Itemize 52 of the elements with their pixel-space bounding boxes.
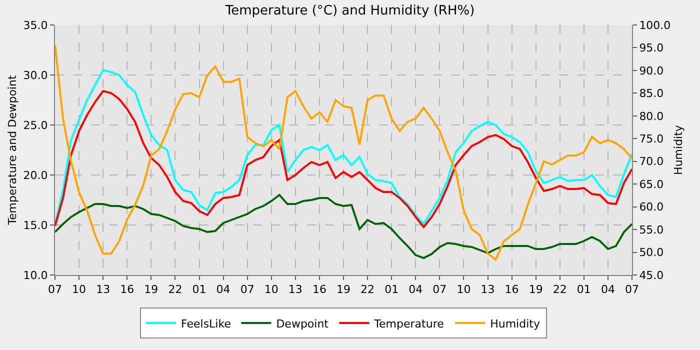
y-tick-label: 10.0 — [23, 268, 48, 282]
x-tick-label: 04 — [600, 283, 615, 296]
y2-tick-label: 95.0 — [639, 42, 664, 55]
legend-label: Humidity — [490, 317, 540, 330]
x-tick-label: 22 — [552, 283, 567, 296]
x-tick-label: 01 — [192, 283, 206, 296]
x-tick-label: 01 — [384, 283, 399, 296]
y2-tick-label: 85.0 — [639, 87, 664, 100]
x-tick-label: 07 — [48, 283, 62, 296]
y2-tick-label: 55.0 — [639, 223, 664, 236]
y-tick-label: 35.0 — [23, 18, 48, 32]
x-tick-label: 22 — [360, 283, 375, 296]
x-tick-label: 19 — [528, 283, 543, 296]
x-tick-label: 13 — [480, 283, 495, 296]
x-tick-label: 13 — [96, 283, 110, 296]
x-tick-label: 04 — [408, 283, 423, 296]
line-series — [55, 44, 632, 261]
x-tick-label: 19 — [144, 283, 158, 296]
x-tick-label: 22 — [168, 283, 182, 296]
legend-label: FeelsLike — [181, 317, 232, 330]
x-tick-label: 13 — [288, 283, 302, 296]
x-tick-label: 16 — [504, 283, 519, 296]
x-tick-label: 16 — [312, 283, 326, 296]
x-tick-label: 07 — [432, 283, 447, 296]
chart-title: Temperature (°C) and Humidity (RH%) — [224, 3, 475, 18]
x-tick-label: 10 — [72, 283, 86, 296]
x-tick-label: 16 — [120, 283, 134, 296]
line-series — [55, 194, 632, 259]
x-tick-label: 04 — [216, 283, 230, 296]
y2-tick-label: 100.0 — [639, 18, 671, 32]
y2-tick-label: 50.0 — [639, 246, 664, 260]
y2-tick-label: 60.0 — [639, 200, 664, 214]
y-axis-title: Temperature and Dewpoint — [6, 74, 19, 226]
x-tick-label: 07 — [625, 283, 639, 296]
legend-label: Dewpoint — [276, 317, 330, 330]
legend-label: Temperature — [373, 317, 444, 330]
y2-tick-label: 80.0 — [639, 110, 664, 123]
y2-tick-label: 70.0 — [639, 155, 664, 168]
y-tick-label: 20.0 — [23, 168, 48, 182]
y2-tick-label: 45.0 — [639, 268, 664, 282]
x-tick-label: 07 — [240, 283, 254, 296]
y-tick-label: 30.0 — [23, 68, 48, 82]
y2-tick-label: 90.0 — [639, 64, 664, 78]
y2-axis-title: Humidity — [672, 124, 685, 175]
y-tick-label: 15.0 — [23, 218, 48, 232]
y-tick-label: 25.0 — [23, 118, 48, 132]
y2-tick-label: 65.0 — [639, 178, 664, 191]
x-tick-label: 10 — [264, 283, 278, 296]
y2-tick-label: 75.0 — [639, 132, 664, 146]
x-tick-label: 01 — [576, 283, 591, 296]
x-tick-label: 10 — [456, 283, 471, 296]
x-tick-label: 19 — [336, 283, 350, 296]
